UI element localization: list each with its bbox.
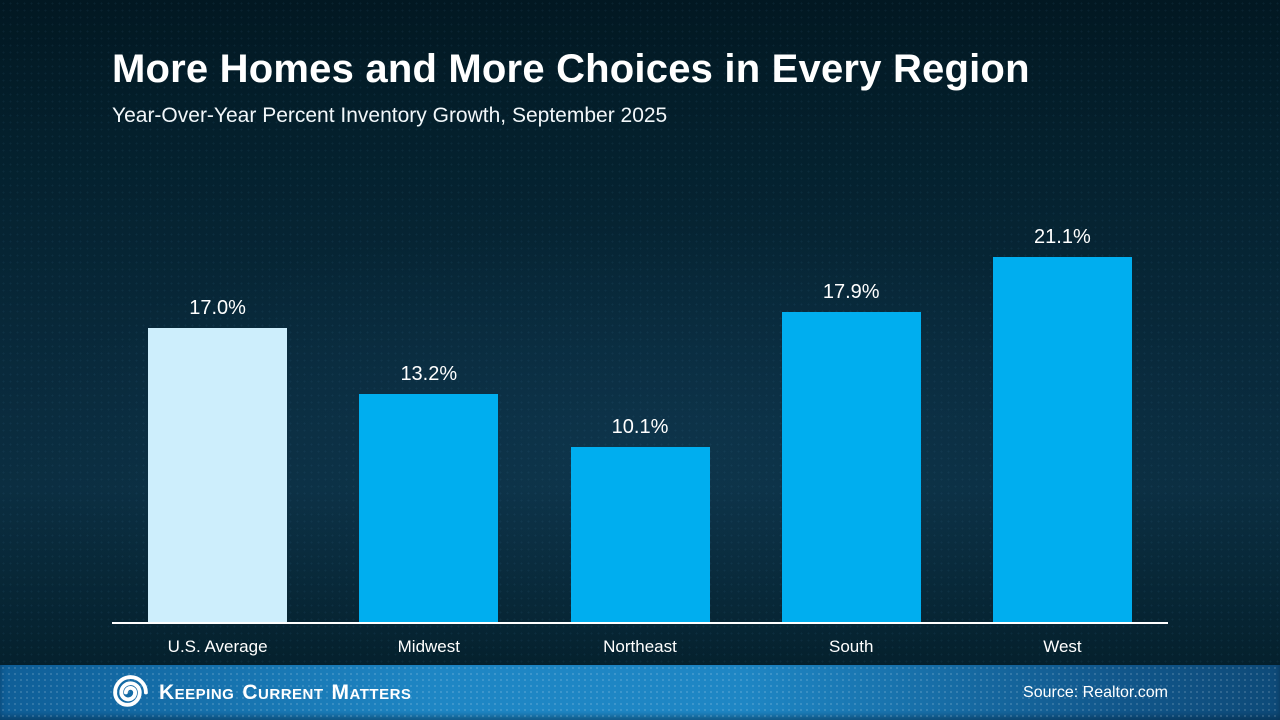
bar-group-2: 10.1% — [534, 180, 745, 622]
chart-title: More Homes and More Choices in Every Reg… — [112, 47, 1030, 91]
kcm-logo-word: CURRENT — [242, 680, 324, 704]
chart-header: More Homes and More Choices in Every Reg… — [112, 46, 1200, 128]
bar — [570, 447, 710, 622]
x-axis-tick-label: South — [828, 637, 874, 656]
bar-group-4: 21.1% — [957, 180, 1168, 622]
kcm-logo-word: MATTERS — [331, 680, 412, 704]
kcm-logo: KEEPING CURRENT MATTERS — [112, 665, 419, 720]
x-axis-tick-label: West — [1043, 637, 1082, 656]
bar-value-label: 13.2% — [400, 363, 458, 385]
bar-value-label: 10.1% — [611, 416, 669, 438]
bar-value-label: 17.0% — [189, 297, 246, 319]
x-axis-line — [112, 622, 1168, 624]
kcm-swirl-icon — [112, 674, 149, 711]
chart-subtitle: Year-Over-Year Percent Inventory Growth,… — [112, 104, 668, 127]
kcm-logo-text: KEEPING CURRENT MATTERS — [159, 681, 419, 705]
bar-chart: 17.0% 13.2% 10.1% 17.9% 21.1% U.S. Average Mi… — [112, 180, 1168, 657]
footer-bar: KEEPING CURRENT MATTERS Source: Realtor.co… — [0, 665, 1280, 720]
x-axis-tick-label: Midwest — [397, 637, 460, 656]
bar — [359, 394, 499, 622]
bar — [781, 312, 921, 622]
bar-value-label: 17.9% — [822, 281, 880, 303]
bar-group-3: 17.9% — [746, 180, 957, 622]
bar — [992, 257, 1132, 622]
kcm-logo-word: KEEPING — [159, 680, 235, 704]
bar-group-0: 17.0% — [112, 180, 323, 622]
chart-plot-area: 17.0% 13.2% 10.1% 17.9% 21.1% — [112, 180, 1168, 622]
x-axis-tick-label: U.S. Average — [167, 637, 268, 656]
source-label: Source: Realtor.com — [1023, 683, 1168, 701]
bar-group-1: 13.2% — [323, 180, 534, 622]
x-axis-labels: U.S. Average Midwest Northeast South West — [112, 624, 1168, 657]
bar-value-label: 21.1% — [1034, 226, 1091, 248]
bar — [148, 328, 288, 622]
x-axis-tick-label: Northeast — [603, 637, 677, 656]
